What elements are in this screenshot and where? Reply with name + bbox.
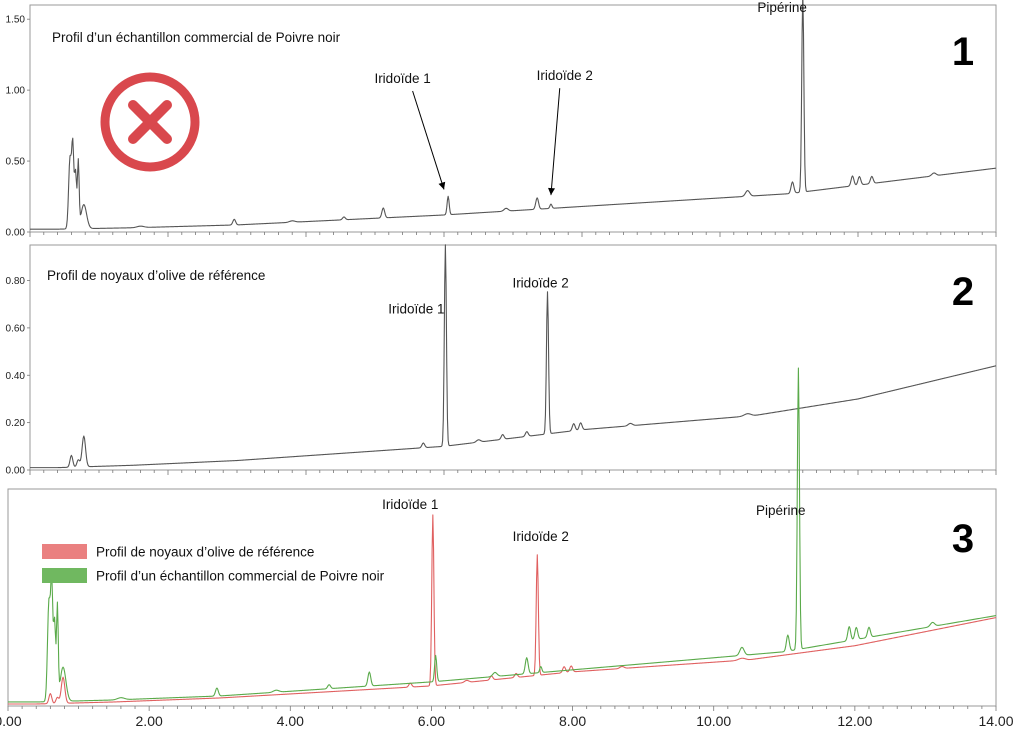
panel-number: 3: [952, 517, 974, 561]
cross-stroke: [128, 100, 172, 144]
y-tick-label: 1.00: [6, 86, 26, 97]
x-tick-label: 10.00: [696, 713, 731, 729]
x-tick-label: 0.00: [0, 713, 22, 729]
peak-label: Iridoïde 1: [388, 302, 444, 317]
peak-label: Iridoïde 2: [512, 276, 568, 291]
y-tick-label: 0.60: [6, 323, 26, 334]
cross-circle-icon: [100, 72, 200, 172]
legend-label: Profil de noyaux d’olive de référence: [96, 545, 314, 560]
panel-number: 2: [952, 270, 974, 314]
series-line-1: [30, 244, 997, 469]
y-tick-label: 0.00: [6, 466, 26, 477]
panel-title: Profil de noyaux d’olive de référence: [47, 268, 265, 283]
legend-swatch: [42, 568, 87, 583]
chart-panel-1: 0.00 0.50 1.00 1.50 Profil d’un échantillon …: [6, 0, 997, 239]
annotation-arrow-head: [438, 181, 446, 190]
y-tick-label: 1.50: [6, 15, 26, 26]
x-tick-label: 14.00: [978, 713, 1013, 729]
x-tick-label: 4.00: [277, 713, 304, 729]
peak-label: Iridoïde 1: [374, 71, 430, 86]
annotation-arrow-head: [548, 187, 556, 196]
y-tick-label: 0.00: [6, 228, 26, 239]
y-tick-label: 0.20: [6, 418, 26, 429]
legend-label: Profil d’un échantillon commercial de Po…: [96, 569, 385, 584]
annotation-arrow-line: [412, 90, 445, 190]
x-tick-label: 6.00: [418, 713, 445, 729]
y-tick-label: 0.80: [6, 276, 26, 287]
panel-number: 1: [952, 30, 974, 74]
series-line-1: [8, 514, 997, 705]
annotation-arrow-line: [550, 88, 561, 196]
x-tick-label: 2.00: [136, 713, 163, 729]
series-line-1: [30, 0, 997, 230]
legend: Profil de noyaux d’olive de référence Pro…: [42, 544, 385, 584]
plot-frame: [7, 488, 997, 707]
peak-label: Iridoïde 2: [513, 529, 569, 544]
legend-swatch: [42, 544, 87, 559]
y-tick-label: 0.50: [6, 157, 26, 168]
x-tick-label: 8.00: [559, 713, 586, 729]
panel-title: Profil d’un échantillon commercial de Po…: [52, 30, 341, 45]
cross-circle-ring: [100, 72, 200, 172]
peak-label: Pipérine: [757, 0, 807, 15]
series-line-2: [8, 367, 997, 703]
chart-panel-2: 0.00 0.20 0.40 0.60 0.80 Profil de noyaux d’o…: [6, 244, 997, 477]
peak-label: Pipérine: [756, 503, 806, 518]
chart-panel-3: 0.00 2.00 4.00 6.00 8.00 10.00 12.00 14.00 3 Irid…: [0, 367, 1014, 729]
x-tick-label: 12.00: [837, 713, 872, 729]
peak-label: Iridoïde 2: [537, 68, 593, 83]
y-tick-label: 0.40: [6, 371, 26, 382]
peak-label: Iridoïde 1: [382, 497, 438, 512]
plot-frame: [29, 244, 997, 471]
